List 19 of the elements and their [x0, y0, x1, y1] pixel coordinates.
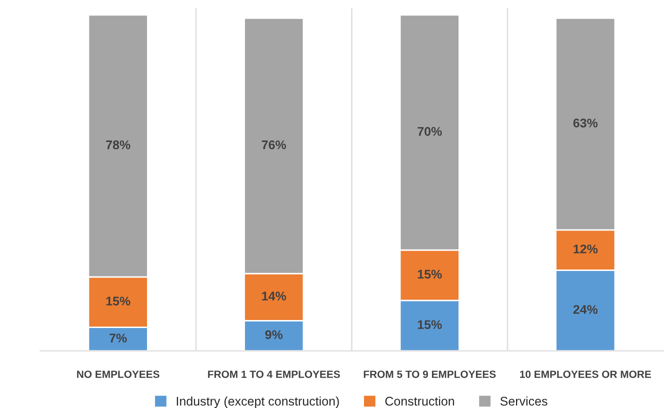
x-tick-label: NO EMPLOYEES — [77, 370, 160, 378]
data-label: 9% — [265, 330, 283, 340]
x-tick-label: FROM 5 TO 9 EMPLOYEES — [364, 370, 496, 378]
legend-label: Services — [500, 396, 548, 406]
x-tick-label: FROM 1 TO 4 EMPLOYEES — [208, 370, 340, 378]
data-label: 63% — [573, 118, 598, 128]
data-label: 76% — [262, 140, 286, 150]
data-label: 14% — [262, 292, 286, 300]
x-tick-label: 10 EMPLOYEES OR MORE — [520, 370, 651, 378]
data-label: 15% — [418, 270, 442, 279]
data-label: 7% — [110, 334, 127, 342]
data-label: 70% — [418, 126, 442, 136]
legend-label: Construction — [385, 396, 454, 406]
data-label: 15% — [418, 320, 442, 330]
legend-label: Industry (except construction) — [176, 396, 339, 408]
data-label: 12% — [574, 244, 598, 254]
data-label: 78% — [106, 140, 130, 150]
data-label: 15% — [106, 296, 130, 306]
data-label: 24% — [573, 305, 598, 314]
